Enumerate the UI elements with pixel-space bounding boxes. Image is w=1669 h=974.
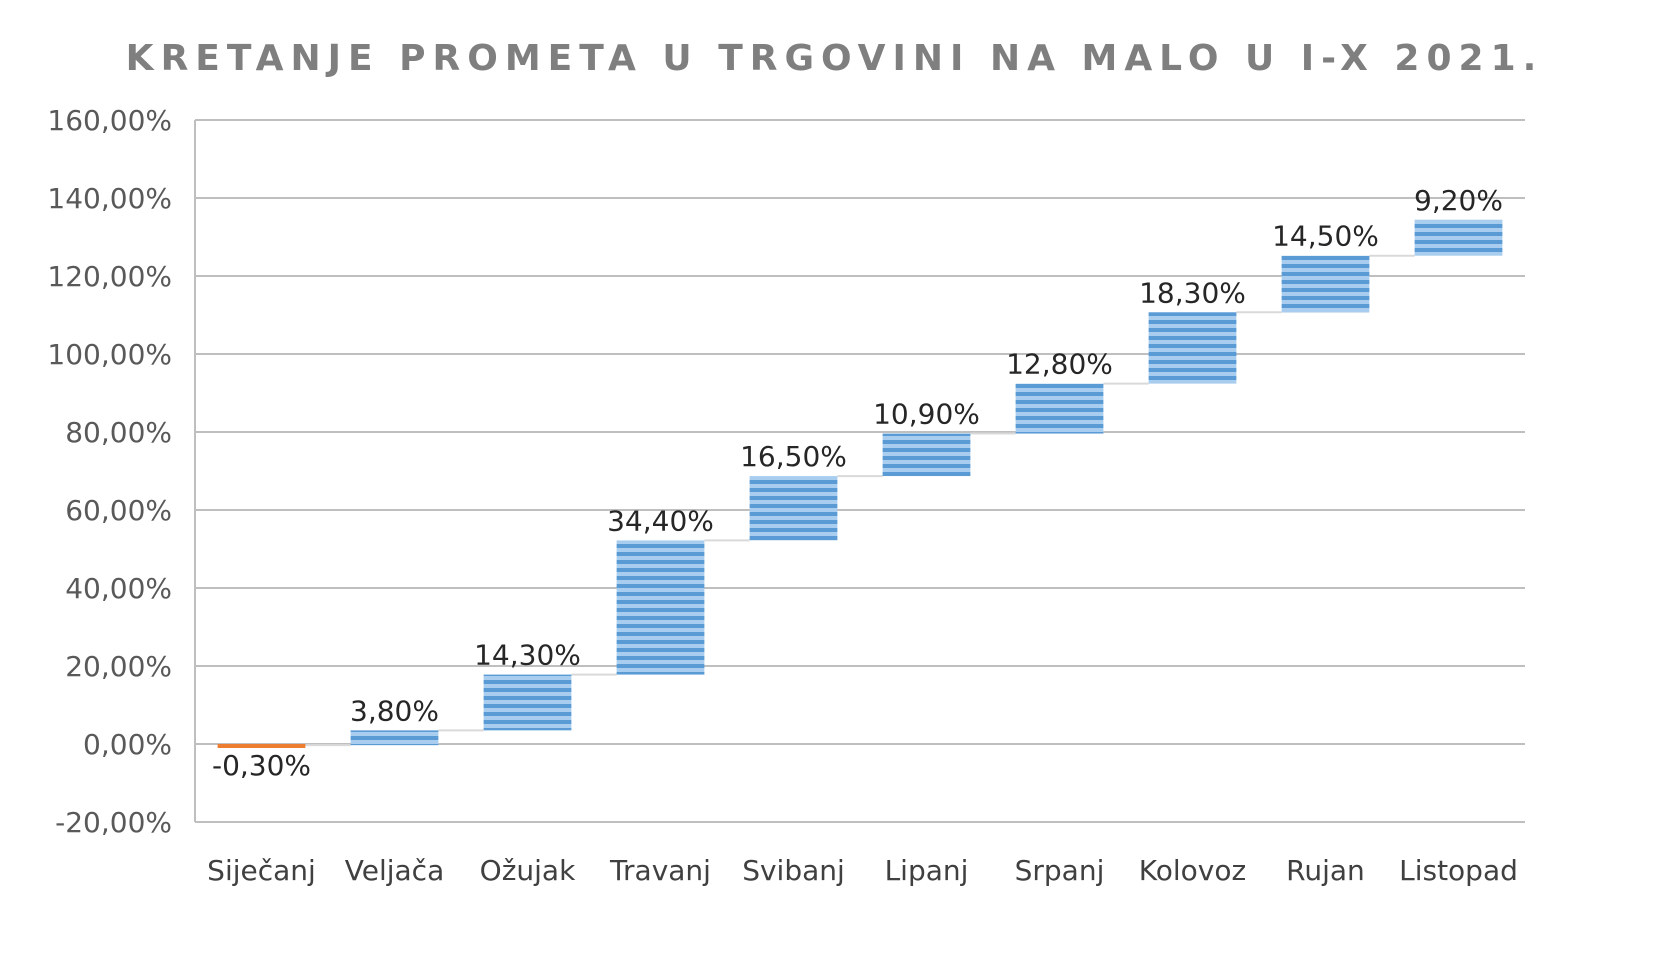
y-tick-label: -20,00% — [55, 806, 172, 839]
data-label: 10,90% — [873, 398, 980, 431]
data-label: 16,50% — [740, 440, 847, 473]
bar — [1148, 312, 1237, 384]
bar — [217, 744, 306, 748]
y-tick-label: 160,00% — [47, 104, 172, 137]
data-labels: -0,30% 3,80% 14,30% 34,40% 16,50% 10,90% 12,80… — [212, 184, 1503, 782]
y-tick-label: 100,00% — [47, 338, 172, 371]
bar — [882, 433, 971, 477]
data-label: 12,80% — [1006, 348, 1113, 381]
bar — [350, 730, 439, 746]
bar — [1414, 219, 1503, 256]
x-tick-label: Srpanj — [1015, 854, 1105, 887]
x-tick-label: Travanj — [609, 854, 711, 887]
y-tick-label: 80,00% — [65, 416, 172, 449]
y-tick-label: 60,00% — [65, 494, 172, 527]
data-label: 9,20% — [1414, 184, 1503, 217]
x-tick-label: Rujan — [1286, 854, 1365, 887]
x-tick-label: Ožujak — [480, 854, 576, 887]
y-tick-label: 20,00% — [65, 650, 172, 683]
bar — [749, 476, 838, 541]
x-tick-label: Lipanj — [885, 854, 969, 887]
x-tick-label: Svibanj — [742, 854, 845, 887]
y-tick-label: 120,00% — [47, 260, 172, 293]
data-label: 34,40% — [607, 504, 714, 537]
data-label: -0,30% — [212, 749, 311, 782]
x-tick-label: Siječanj — [207, 854, 316, 887]
chart-title: KRETANJE PROMETA U TRGOVINI NA MALO U I-… — [125, 38, 1544, 79]
data-label: 18,30% — [1139, 276, 1246, 309]
data-label: 3,80% — [350, 694, 439, 727]
data-label: 14,30% — [474, 639, 581, 672]
x-axis-ticks: Siječanj Veljača Ožujak Travanj Svibanj Lipan… — [207, 854, 1518, 887]
bar — [1015, 383, 1104, 434]
y-tick-label: 40,00% — [65, 572, 172, 605]
bar — [483, 674, 572, 731]
y-tick-label: 140,00% — [47, 182, 172, 215]
data-label: 14,50% — [1272, 220, 1379, 253]
x-tick-label: Kolovoz — [1139, 854, 1246, 887]
x-tick-label: Listopad — [1399, 854, 1518, 887]
bars — [217, 219, 1503, 748]
y-axis-ticks: 160,00% 140,00% 120,00% 100,00% 80,00% 60,00%… — [47, 104, 172, 839]
bar — [616, 540, 705, 675]
connectors — [305, 254, 1415, 747]
y-tick-label: 0,00% — [83, 728, 172, 761]
x-tick-label: Veljača — [345, 854, 444, 887]
bar — [1281, 255, 1370, 313]
